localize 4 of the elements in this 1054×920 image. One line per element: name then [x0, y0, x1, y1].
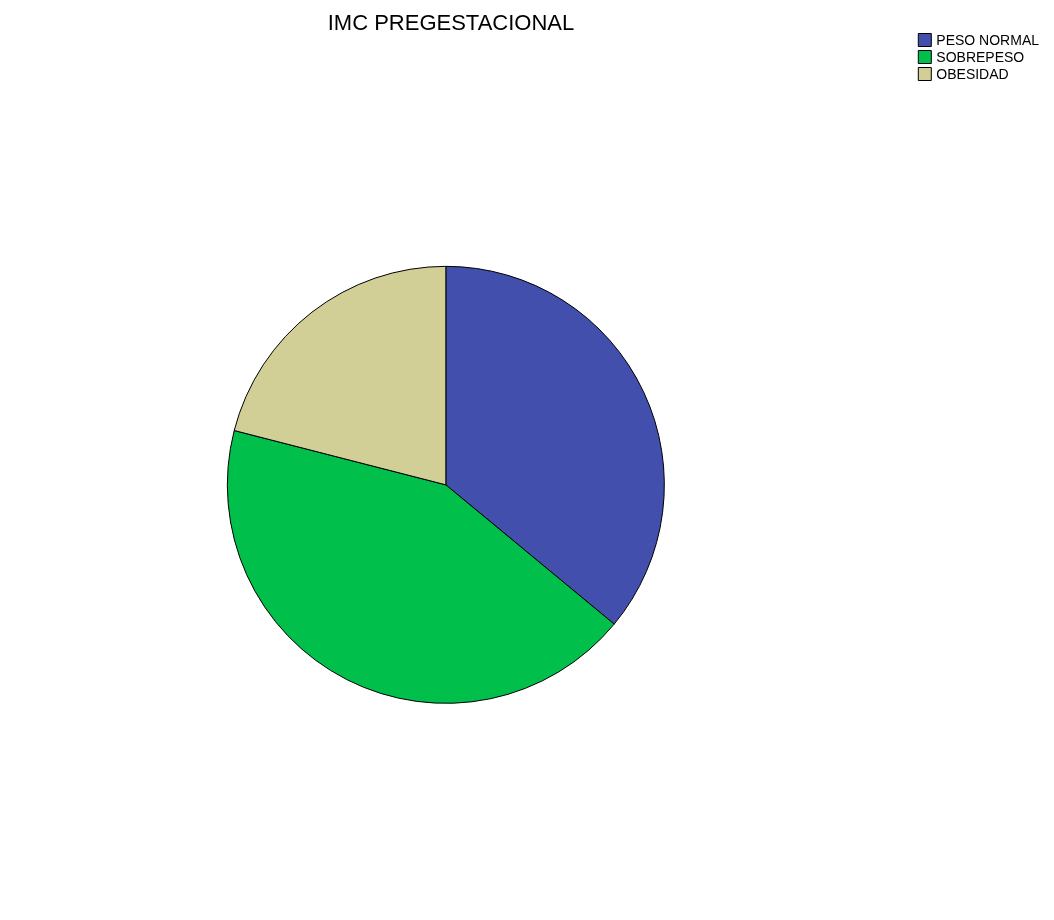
- legend-label: OBESIDAD: [936, 66, 1009, 82]
- legend-label: SOBREPESO: [936, 49, 1025, 65]
- legend-label: PESO NORMAL: [936, 32, 1040, 48]
- chart-title: IMC PREGESTACIONAL: [327, 9, 575, 35]
